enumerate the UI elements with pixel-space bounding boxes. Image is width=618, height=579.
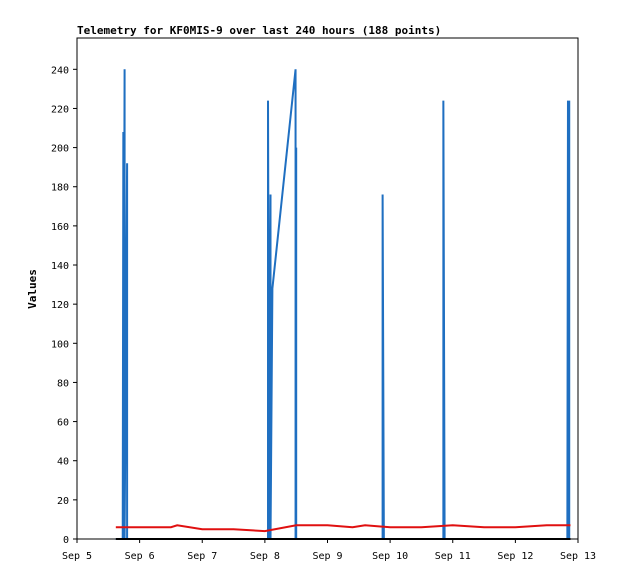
x-tick-label: Sep 11 <box>435 551 471 562</box>
y-tick-label: 0 <box>63 535 69 546</box>
x-tick-label: Sep 7 <box>187 551 217 562</box>
y-tick-label: 200 <box>51 144 69 155</box>
x-tick-label: Sep 10 <box>372 551 408 562</box>
y-tick-label: 160 <box>51 222 69 233</box>
x-tick-label: Sep 6 <box>125 551 155 562</box>
y-tick-label: 40 <box>57 457 69 468</box>
x-tick-label: Sep 8 <box>250 551 280 562</box>
x-tick-label: Sep 12 <box>497 551 533 562</box>
x-tick-label: Sep 9 <box>312 551 342 562</box>
y-tick-label: 100 <box>51 339 69 350</box>
y-axis: 0 20 40 60 80 100 120 140 160 180 200 220 240 <box>51 65 77 546</box>
x-tick-label: Sep 5 <box>62 551 92 562</box>
y-axis-label: Values <box>26 269 39 309</box>
series-line-1 <box>115 524 571 533</box>
y-tick-label: 180 <box>51 183 69 194</box>
y-tick-label: 60 <box>57 418 69 429</box>
series-layer <box>115 69 571 540</box>
y-tick-label: 120 <box>51 300 69 311</box>
x-tick-label: Sep 13 <box>560 551 596 562</box>
y-tick-label: 80 <box>57 378 69 389</box>
chart-title: Telemetry for KF0MIS-9 over last 240 hou… <box>77 24 441 37</box>
y-tick-label: 20 <box>57 496 69 507</box>
y-tick-label: 220 <box>51 104 69 115</box>
y-tick-label: 140 <box>51 261 69 272</box>
y-tick-label: 240 <box>51 65 69 76</box>
